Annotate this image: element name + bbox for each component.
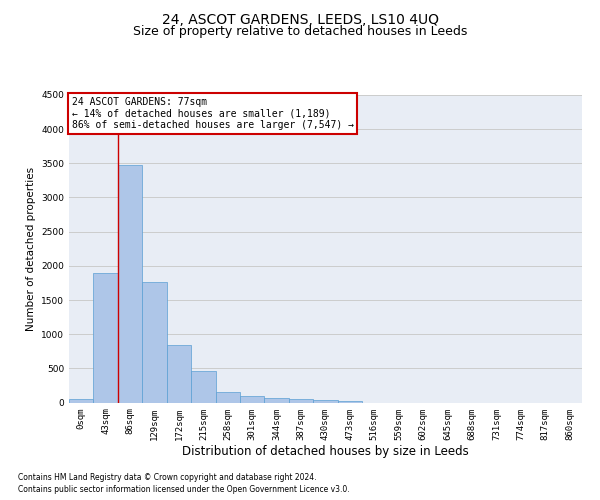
X-axis label: Distribution of detached houses by size in Leeds: Distribution of detached houses by size … [182, 445, 469, 458]
Bar [167, 345, 191, 403]
Bar [240, 396, 265, 402]
Bar [215, 392, 240, 402]
Bar [69, 399, 94, 402]
Text: 24 ASCOT GARDENS: 77sqm
← 14% of detached houses are smaller (1,189)
86% of semi: 24 ASCOT GARDENS: 77sqm ← 14% of detache… [71, 96, 353, 130]
Text: Contains public sector information licensed under the Open Government Licence v3: Contains public sector information licen… [18, 485, 350, 494]
Bar [191, 372, 215, 402]
Bar [118, 164, 142, 402]
Y-axis label: Number of detached properties: Number of detached properties [26, 166, 35, 331]
Bar [94, 272, 118, 402]
Text: Size of property relative to detached houses in Leeds: Size of property relative to detached ho… [133, 25, 467, 38]
Bar [289, 398, 313, 402]
Bar [313, 400, 338, 402]
Bar [265, 398, 289, 402]
Text: 24, ASCOT GARDENS, LEEDS, LS10 4UQ: 24, ASCOT GARDENS, LEEDS, LS10 4UQ [161, 12, 439, 26]
Bar [142, 282, 167, 403]
Text: Contains HM Land Registry data © Crown copyright and database right 2024.: Contains HM Land Registry data © Crown c… [18, 472, 317, 482]
Bar [338, 401, 362, 402]
